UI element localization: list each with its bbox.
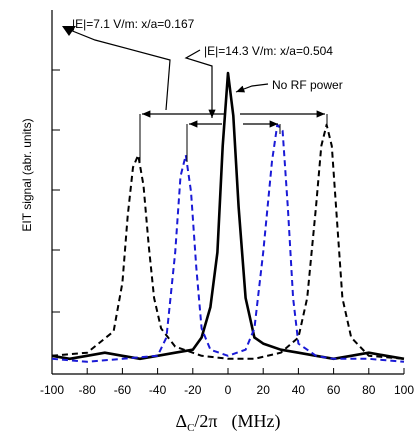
y-axis-title: EIT signal (abr. units) bbox=[20, 118, 34, 231]
x-axis-title-units: (MHz) bbox=[232, 411, 281, 432]
x-tick-label: -80 bbox=[79, 383, 97, 397]
leader-inner bbox=[184, 49, 216, 118]
series-line-2 bbox=[51, 123, 405, 363]
x-tick-label: -40 bbox=[149, 383, 167, 397]
x-tick-label: -100 bbox=[40, 383, 64, 397]
x-tick-label: 60 bbox=[327, 383, 341, 397]
series-line-1 bbox=[51, 71, 405, 361]
leader-outer-arrowhead bbox=[62, 26, 76, 36]
leader-norf bbox=[235, 83, 269, 93]
annotation-e71: |E|=7.1 V/m: x/a=0.167 bbox=[72, 17, 195, 31]
annotation-arrows bbox=[62, 26, 328, 162]
x-tick-label: -20 bbox=[184, 383, 202, 397]
x-tick-label: 100 bbox=[394, 383, 414, 397]
leader-outer bbox=[69, 29, 171, 111]
x-tick-label: 0 bbox=[225, 383, 232, 397]
x-tick-label: -60 bbox=[114, 383, 132, 397]
x-axis-title-sub: C bbox=[187, 422, 194, 434]
x-axis-title-delta: Δ bbox=[176, 411, 188, 431]
series-line-3 bbox=[51, 123, 405, 360]
x-tick-label: 80 bbox=[362, 383, 376, 397]
annotation-e143: |E|=14.3 V/m: x/a=0.504 bbox=[204, 44, 333, 58]
x-axis-title-rest: /2π bbox=[194, 411, 217, 431]
y-axis-ticks bbox=[52, 69, 60, 313]
annotation-no-rf: No RF power bbox=[272, 78, 343, 92]
x-axis-title: ΔC/2π (MHz) bbox=[176, 411, 281, 434]
series-layer bbox=[51, 71, 405, 363]
x-axis-ticks: -100 -80 -60 -40 -20 0 20 40 60 80 100 bbox=[40, 368, 414, 397]
x-tick-label: 20 bbox=[257, 383, 271, 397]
x-tick-label: 40 bbox=[292, 383, 306, 397]
